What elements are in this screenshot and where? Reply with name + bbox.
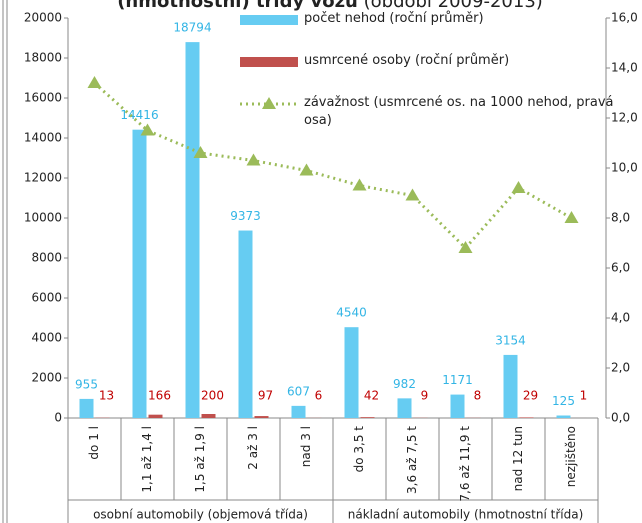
y2-tick-label: 0,0 — [611, 411, 630, 425]
value-label: 9373 — [230, 209, 261, 223]
x-tick-label: 3,6 až 7,5 t — [405, 426, 419, 494]
bar — [450, 394, 465, 418]
bar — [360, 417, 375, 418]
line-marker — [193, 146, 208, 158]
y2-tick-label: 16,0 — [611, 11, 638, 25]
y-tick-label: 2000 — [31, 371, 62, 385]
y-tick-label: 14000 — [24, 131, 62, 145]
group-label: nákladní automobily (hmotnostní třída) — [348, 508, 584, 522]
bar — [201, 414, 216, 418]
y-tick-label: 18000 — [24, 51, 62, 65]
y-tick-label: 4000 — [31, 331, 62, 345]
value-label: 607 — [287, 384, 310, 398]
bar — [291, 405, 306, 418]
x-tick-label: nad 12 tun — [511, 426, 525, 491]
y2-tick-label: 4,0 — [611, 311, 630, 325]
legend-swatch — [262, 97, 276, 109]
legend-label: závažnost (usmrcené os. na 1000 nehod, p… — [304, 95, 614, 128]
value-label: 166 — [148, 389, 171, 403]
bar — [556, 415, 571, 418]
value-label: 200 — [201, 389, 224, 403]
value-label: 97 — [258, 389, 273, 403]
legend-label: počet nehod (roční průměr) — [304, 11, 484, 26]
line-marker — [246, 153, 261, 166]
legend-label: usmrcené osoby (roční průměr) — [304, 53, 510, 68]
x-tick-label: do 1 l — [87, 426, 101, 460]
x-tick-label: 1,1 až 1,4 l — [140, 426, 154, 493]
legend-swatch — [240, 15, 298, 25]
value-label: 8 — [474, 389, 482, 403]
value-label: 3154 — [495, 333, 526, 347]
y-tick-label: 6000 — [31, 291, 62, 305]
value-label: 42 — [364, 389, 379, 403]
y2-tick-label: 2,0 — [611, 361, 630, 375]
value-label: 18794 — [173, 21, 211, 35]
value-label: 955 — [75, 377, 98, 391]
y2-tick-label: 8,0 — [611, 211, 630, 225]
line-marker — [458, 241, 473, 253]
value-label: 14416 — [120, 108, 158, 122]
y2-tick-label: 12,0 — [611, 111, 638, 125]
bar — [503, 354, 518, 418]
bar — [397, 398, 412, 418]
y2-tick-label: 14,0 — [611, 61, 638, 75]
line-marker — [87, 76, 102, 88]
x-tick-label: do 3,5 t — [352, 426, 366, 473]
y-tick-label: 0 — [54, 411, 62, 425]
value-label: 9 — [421, 389, 429, 403]
bar — [79, 398, 94, 418]
value-label: 29 — [523, 389, 538, 403]
value-label: 125 — [552, 394, 575, 408]
y-tick-label: 20000 — [24, 11, 62, 25]
value-label: 982 — [393, 377, 416, 391]
x-tick-label: 1,5 až 1,9 l — [193, 426, 207, 493]
bar — [238, 230, 253, 418]
x-tick-label: 7,6 až 11,9 t — [458, 426, 472, 502]
line-marker — [564, 211, 579, 223]
x-tick-label: nezjištěno — [564, 426, 578, 487]
chart-title-group: (hmotnostní) třídy vozu (období 2009-201… — [117, 0, 543, 12]
group-label: osobní automobily (objemová třída) — [93, 508, 308, 522]
y2-tick-label: 6,0 — [611, 261, 630, 275]
line-marker — [405, 188, 420, 201]
y-tick-label: 8000 — [31, 251, 62, 265]
y2-tick-label: 10,0 — [611, 161, 638, 175]
x-tick-label: nad 3 l — [299, 426, 313, 467]
value-label: 1 — [580, 389, 588, 403]
y-tick-label: 10000 — [24, 211, 62, 225]
chart-subtitle: (období 2009-2013) — [364, 0, 543, 12]
value-label: 13 — [99, 389, 114, 403]
x-tick-label: 2 až 3 l — [246, 426, 260, 470]
value-label: 1171 — [442, 373, 473, 387]
y-tick-label: 12000 — [24, 171, 62, 185]
line-marker — [352, 178, 367, 191]
bar — [519, 417, 534, 418]
line-marker — [299, 163, 314, 176]
line-marker — [140, 123, 155, 136]
bar — [148, 414, 163, 418]
bar — [132, 129, 147, 418]
y-tick-label: 16000 — [24, 91, 62, 105]
bar — [254, 416, 269, 418]
value-label: 4540 — [336, 306, 367, 320]
bar — [344, 327, 359, 418]
legend-swatch — [240, 57, 298, 67]
bar — [185, 42, 200, 419]
chart-title: (hmotnostní) třídy vozu — [117, 0, 358, 12]
line-marker — [511, 181, 526, 193]
value-label: 6 — [315, 389, 323, 403]
